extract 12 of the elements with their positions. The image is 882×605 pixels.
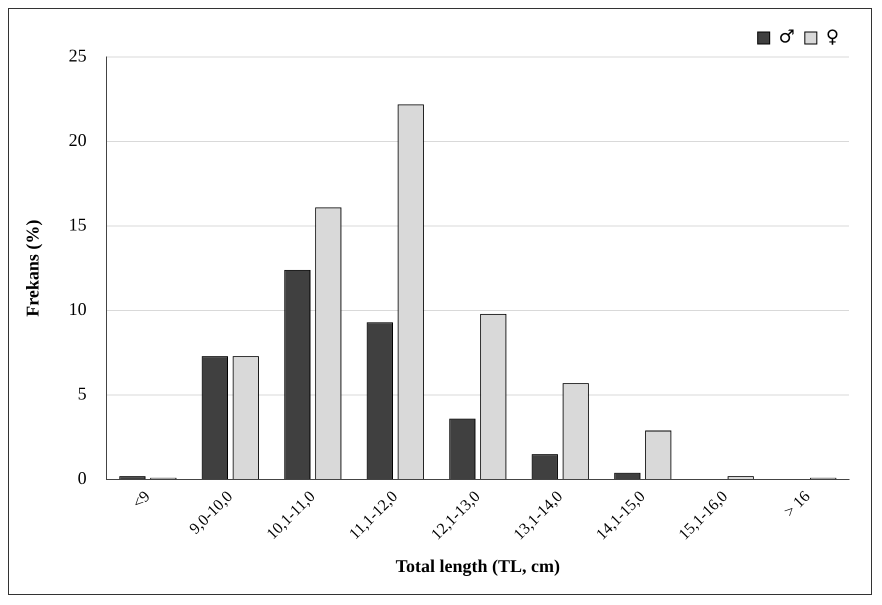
y-tick-label: 0: [78, 468, 87, 488]
legend-label: ♂: [778, 26, 795, 48]
y-tick-label: 20: [68, 130, 87, 150]
y-tick-label: 25: [68, 46, 87, 66]
x-axis-title: Total length (TL, cm): [396, 556, 560, 576]
y-tick-label: 5: [78, 384, 87, 404]
y-tick-label: 15: [68, 214, 87, 235]
x-tick-label: <9: [130, 488, 154, 512]
y-tick-label: 10: [68, 299, 87, 320]
legend-label: ♀: [826, 26, 840, 48]
y-axis-title: Frekans (%): [22, 220, 42, 317]
x-tick-label: > 16: [781, 488, 814, 521]
